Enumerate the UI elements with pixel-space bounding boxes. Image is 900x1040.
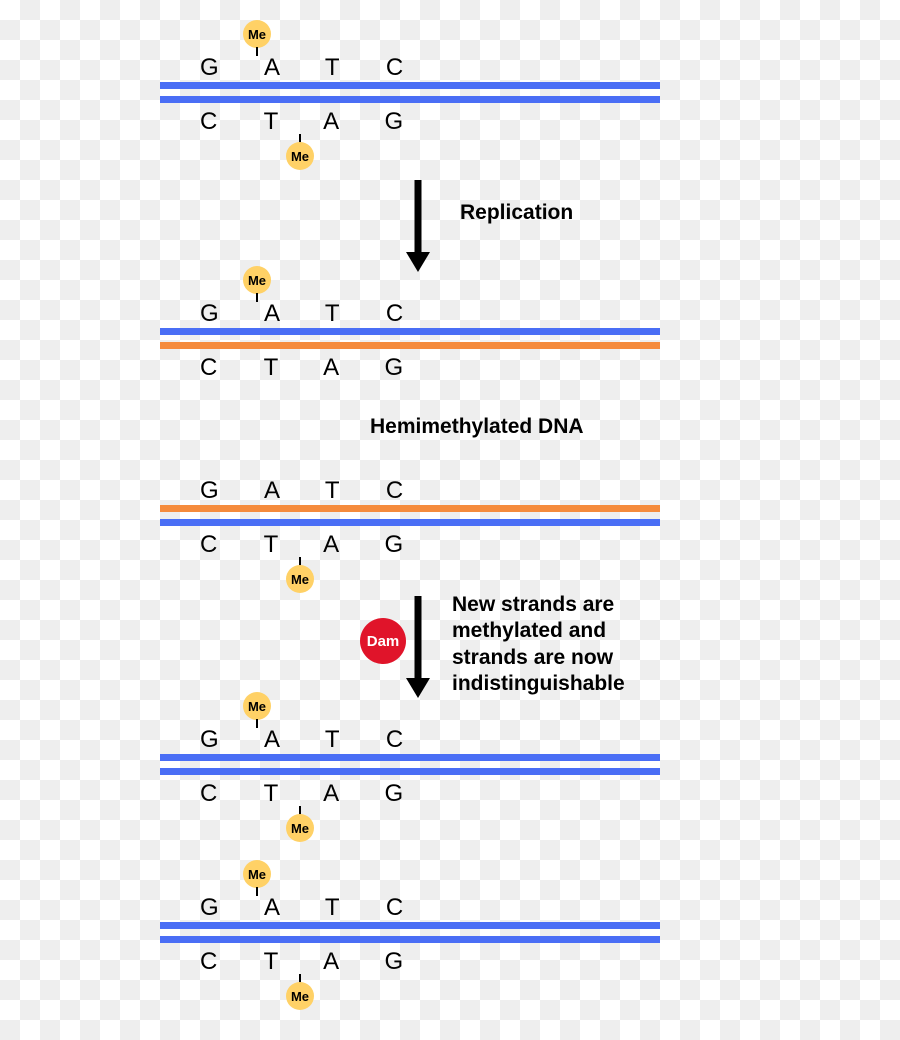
strand-top [160, 328, 660, 335]
me-badge: Me [243, 20, 271, 48]
me-badge: Me [243, 692, 271, 720]
sequence-top: G A T C [200, 54, 423, 82]
strand-bot-new [160, 342, 660, 349]
dam-badge: Dam [360, 618, 406, 664]
label-final: New strands are methylated and strands a… [452, 592, 682, 697]
strand-bot [160, 936, 660, 943]
strand-bot [160, 96, 660, 103]
me-badge: Me [286, 814, 314, 842]
me-badge: Me [243, 860, 271, 888]
label-hemimethylated: Hemimethylated DNA [370, 414, 584, 440]
sequence-top: G A T C [200, 894, 423, 922]
me-badge: Me [286, 565, 314, 593]
label-line: New strands are [452, 593, 614, 616]
strand-top [160, 754, 660, 761]
sequence-bot: C T A G [200, 531, 423, 559]
label-line: indistinguishable [452, 672, 625, 695]
arrow-icon [404, 178, 432, 274]
label-line: strands are now [452, 646, 613, 669]
label-replication: Replication [460, 200, 573, 226]
me-badge: Me [243, 266, 271, 294]
sequence-bot: C T A G [200, 780, 423, 808]
strand-bot [160, 768, 660, 775]
strand-bot [160, 519, 660, 526]
sequence-bot: C T A G [200, 354, 423, 382]
sequence-bot: C T A G [200, 108, 423, 136]
sequence-bot: C T A G [200, 948, 423, 976]
sequence-top: G A T C [200, 300, 423, 328]
sequence-top: G A T C [200, 477, 423, 505]
me-badge: Me [286, 142, 314, 170]
strand-top [160, 922, 660, 929]
strand-top-new [160, 505, 660, 512]
arrow-icon [404, 594, 432, 700]
label-line: methylated and [452, 619, 606, 642]
sequence-top: G A T C [200, 726, 423, 754]
me-badge: Me [286, 982, 314, 1010]
strand-top [160, 82, 660, 89]
